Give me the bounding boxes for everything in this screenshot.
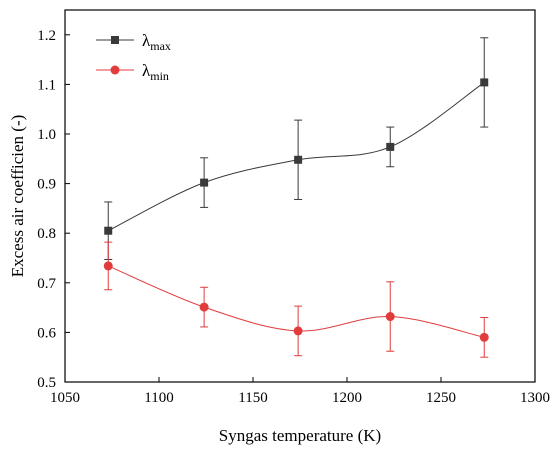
data-point-min [479, 332, 489, 342]
legend: λmax λmin [96, 31, 171, 83]
x-tick-label: 1100 [144, 390, 173, 406]
data-point-min [293, 326, 303, 336]
data-points [103, 78, 489, 342]
x-tick-label: 1150 [238, 390, 267, 406]
plot-frame [64, 9, 536, 383]
x-tick-label: 1050 [50, 390, 80, 406]
legend-marker [111, 36, 119, 44]
y-tick-label: 0.7 [37, 276, 56, 292]
data-point-min [385, 312, 395, 322]
data-point-max [480, 78, 489, 87]
x-tick-label: 1300 [520, 390, 550, 406]
data-point-min [199, 302, 209, 312]
y-tick-label: 0.6 [37, 325, 56, 341]
ticks: 1050 1100 1150 1200 1250 1300 0.5 0.6 0.7 0.8 0.9 1… [37, 28, 550, 406]
y-tick-label: 1.2 [37, 28, 56, 44]
data-point-max [200, 178, 209, 187]
data-point-max [294, 155, 303, 164]
data-point-max [104, 226, 113, 235]
y-tick-label: 0.5 [37, 375, 56, 391]
y-tick-label: 1.1 [37, 77, 56, 93]
data-point-min [103, 261, 113, 271]
legend-item-max: λmax [96, 31, 171, 53]
legend-label: λmin [142, 61, 169, 83]
legend-label: λmax [142, 31, 171, 53]
y-tick-label: 0.8 [37, 226, 56, 242]
legend-item-min: λmin [96, 61, 169, 83]
x-tick-label: 1200 [332, 390, 362, 406]
x-tick-label: 1250 [426, 390, 456, 406]
x-axis-title: Syngas temperature (K) [219, 426, 381, 445]
y-axis-title: Excess air coefficien (-) [8, 115, 27, 278]
data-point-max [386, 142, 395, 151]
legend-marker [110, 65, 120, 75]
y-tick-label: 0.9 [37, 177, 56, 193]
y-tick-label: 1.0 [37, 127, 56, 143]
